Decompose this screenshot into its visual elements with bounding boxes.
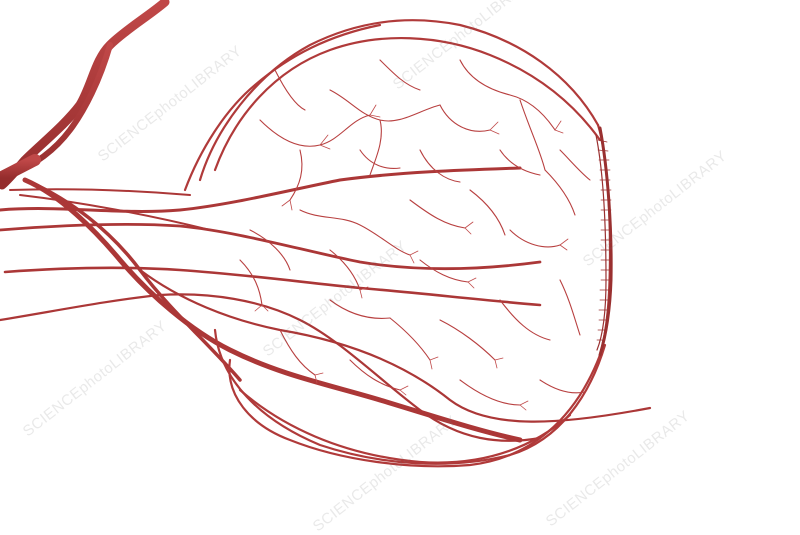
posterior-vessels xyxy=(0,166,652,443)
capillary-twigs xyxy=(254,104,569,411)
limbal-ring xyxy=(595,126,613,357)
capillary-network xyxy=(239,59,591,406)
globe-outline-vessels xyxy=(183,19,612,468)
main-artery xyxy=(0,0,170,190)
image-canvas: SCIENCEphotoLIBRARY SCIENCEphotoLIBRARY … xyxy=(0,0,731,535)
eye-vessel-illustration xyxy=(0,0,652,468)
